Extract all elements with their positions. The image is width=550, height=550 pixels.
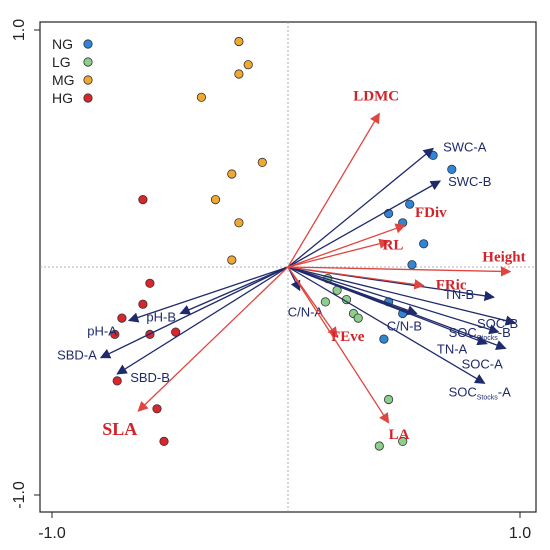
- point-hg-1: [138, 195, 148, 205]
- legend-label-ng: NG: [52, 36, 73, 52]
- vector-label-c-n-a: C/N-A: [288, 304, 324, 319]
- point-hg-8: [112, 376, 122, 386]
- vector-label-ldmc: LDMC: [353, 89, 399, 105]
- vector-soc-a: [287, 266, 507, 350]
- point-mg-5: [257, 157, 267, 167]
- vector-label-swc-a: SWC-A: [443, 139, 487, 154]
- point-mg-7: [210, 195, 221, 205]
- vector-label-height: Height: [482, 250, 525, 266]
- vector-label-feve: FEve: [331, 329, 365, 345]
- vector-label-sla: SLA: [102, 419, 137, 439]
- legend: NG LG MG HG: [52, 36, 93, 106]
- vector-ph-b: [179, 266, 289, 315]
- vector-label-la: LA: [389, 427, 410, 443]
- tick-marks: [34, 29, 521, 518]
- vector-label-c-n-b: C/N-B: [387, 319, 422, 334]
- x-tick-label-min: -1.0: [38, 525, 66, 542]
- vector-label-ph-a: pH-A: [87, 324, 117, 339]
- vector-label-rl: RL: [383, 237, 404, 253]
- point-mg-2: [243, 60, 253, 70]
- vector-fdiv: [287, 223, 406, 268]
- point-hg-9: [152, 404, 162, 414]
- vector-height: [287, 266, 512, 277]
- vector-la: [287, 266, 390, 424]
- trait-vectors: LDMC FDiv RL Height FRic FEve LA SLA: [102, 89, 525, 443]
- point-hg-2: [145, 278, 155, 288]
- vector-socstocks-b: [287, 266, 500, 335]
- vector-sla: [137, 266, 289, 412]
- point-ng-4: [405, 199, 415, 209]
- legend-label-mg: MG: [52, 72, 75, 88]
- point-mg-4: [196, 92, 206, 102]
- point-hg-10: [159, 436, 169, 446]
- legend-swatch-hg: [83, 93, 93, 103]
- environment-vectors: SWC-ASWC-BC/N-ATN-BC/N-BSOC-BSOCStocks-B…: [57, 139, 518, 401]
- point-lg-7: [383, 394, 394, 405]
- vector-label-sbd-b: SBD-B: [130, 370, 170, 385]
- vector-label-soc-b: SOC-B: [477, 316, 518, 331]
- x-tick-label-max: 1.0: [509, 525, 531, 542]
- legend-label-lg: LG: [52, 54, 71, 70]
- point-mg-8: [234, 218, 244, 228]
- vector-socstocks-a: [287, 266, 486, 384]
- legend-swatch-lg: [83, 57, 93, 67]
- legend-swatch-ng: [83, 39, 93, 49]
- vector-ph-a: [127, 266, 289, 323]
- point-lg-4: [320, 297, 330, 307]
- vector-label-sbd-a: SBD-A: [57, 348, 97, 363]
- vector-soc-b: [287, 266, 517, 326]
- vector-label-soc-a: SOC-A: [462, 356, 504, 371]
- vector-label-socstocks-a: SOCStocks-A: [449, 384, 512, 401]
- point-hg-3: [138, 299, 148, 309]
- vector-label-swc-b: SWC-B: [448, 174, 491, 189]
- vector-ldmc: [287, 112, 380, 268]
- vector-rl: [287, 238, 390, 268]
- point-hg-7: [110, 329, 120, 339]
- point-ng-7: [407, 260, 417, 270]
- point-ng-6: [419, 239, 429, 249]
- point-ng-10: [379, 334, 389, 344]
- point-lg-8: [398, 436, 408, 446]
- point-lg-6: [353, 313, 363, 323]
- vector-label-ph-b: pH-B: [146, 310, 176, 325]
- point-mg-6: [227, 169, 237, 179]
- point-ng-2: [447, 164, 457, 174]
- vector-label-tn-b: TN-B: [444, 287, 474, 302]
- vector-swc-b: [287, 180, 442, 268]
- y-tick-label-max: 1.0: [11, 19, 28, 41]
- vector-fric: [287, 266, 425, 290]
- y-tick-label-min: -1.0: [11, 481, 28, 509]
- point-hg-4: [117, 313, 127, 323]
- legend-label-hg: HG: [52, 90, 73, 106]
- vector-sbd-a: [99, 266, 289, 359]
- vector-label-fric: FRic: [436, 278, 467, 294]
- point-mg-3: [234, 69, 244, 79]
- point-ng-1: [428, 150, 438, 160]
- point-lg-9: [374, 441, 384, 451]
- legend-swatch-mg: [83, 75, 93, 85]
- vector-label-fdiv: FDiv: [415, 205, 447, 221]
- point-mg-9: [227, 255, 237, 265]
- vector-sbd-b: [116, 266, 289, 375]
- vector-swc-a: [287, 147, 434, 268]
- point-hg-6: [171, 327, 181, 337]
- point-mg-1: [234, 36, 244, 47]
- vector-label-tn-a: TN-A: [437, 342, 468, 357]
